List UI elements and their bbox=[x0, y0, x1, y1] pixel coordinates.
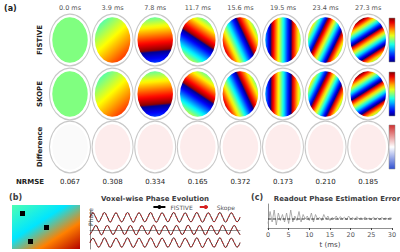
svg-text:0.334: 0.334 bbox=[145, 178, 166, 186]
svg-text:(a): (a) bbox=[4, 4, 17, 13]
svg-text:30: 30 bbox=[388, 231, 396, 239]
svg-text:15: 15 bbox=[326, 231, 334, 239]
svg-text:Voxel-wise Phase Evolution: Voxel-wise Phase Evolution bbox=[101, 195, 209, 203]
svg-text:0: 0 bbox=[266, 231, 270, 239]
svg-text:5: 5 bbox=[287, 231, 291, 239]
svg-text:3.9 ms: 3.9 ms bbox=[102, 4, 125, 12]
svg-text:Readout Phase Estimation Error: Readout Phase Estimation Error bbox=[274, 195, 400, 203]
svg-text:0.308: 0.308 bbox=[103, 178, 123, 186]
svg-text:7.8 ms: 7.8 ms bbox=[144, 4, 167, 12]
svg-text:Difference: Difference bbox=[36, 126, 44, 167]
svg-text:Phase: Phase bbox=[86, 208, 94, 226]
svg-text:0.165: 0.165 bbox=[188, 178, 208, 186]
svg-text:20: 20 bbox=[347, 231, 355, 239]
svg-text:11.7 ms: 11.7 ms bbox=[185, 4, 212, 12]
svg-text:t (ms): t (ms) bbox=[320, 241, 341, 249]
svg-text:(b): (b) bbox=[9, 193, 22, 202]
svg-text:25: 25 bbox=[367, 231, 375, 239]
svg-text:(c): (c) bbox=[251, 193, 263, 202]
svg-text:FISTIVE: FISTIVE bbox=[170, 204, 193, 211]
svg-text:10: 10 bbox=[305, 231, 313, 239]
svg-text:0.185: 0.185 bbox=[358, 178, 378, 186]
svg-text:Skope: Skope bbox=[217, 204, 236, 212]
svg-text:19.5 ms: 19.5 ms bbox=[270, 4, 297, 12]
svg-text:SKOPE: SKOPE bbox=[36, 81, 44, 107]
svg-text:0.173: 0.173 bbox=[273, 178, 293, 186]
svg-text:0.067: 0.067 bbox=[60, 178, 80, 186]
svg-text:0.210: 0.210 bbox=[316, 178, 336, 186]
svg-text:27.3 ms: 27.3 ms bbox=[355, 4, 382, 12]
svg-text:0.372: 0.372 bbox=[230, 178, 250, 186]
svg-text:23.4 ms: 23.4 ms bbox=[312, 4, 339, 12]
svg-text:15.6 ms: 15.6 ms bbox=[227, 4, 254, 12]
svg-text:NRMSE: NRMSE bbox=[16, 178, 44, 186]
svg-text:0.0 ms: 0.0 ms bbox=[59, 4, 82, 12]
svg-text:FISTIVE: FISTIVE bbox=[36, 25, 44, 55]
